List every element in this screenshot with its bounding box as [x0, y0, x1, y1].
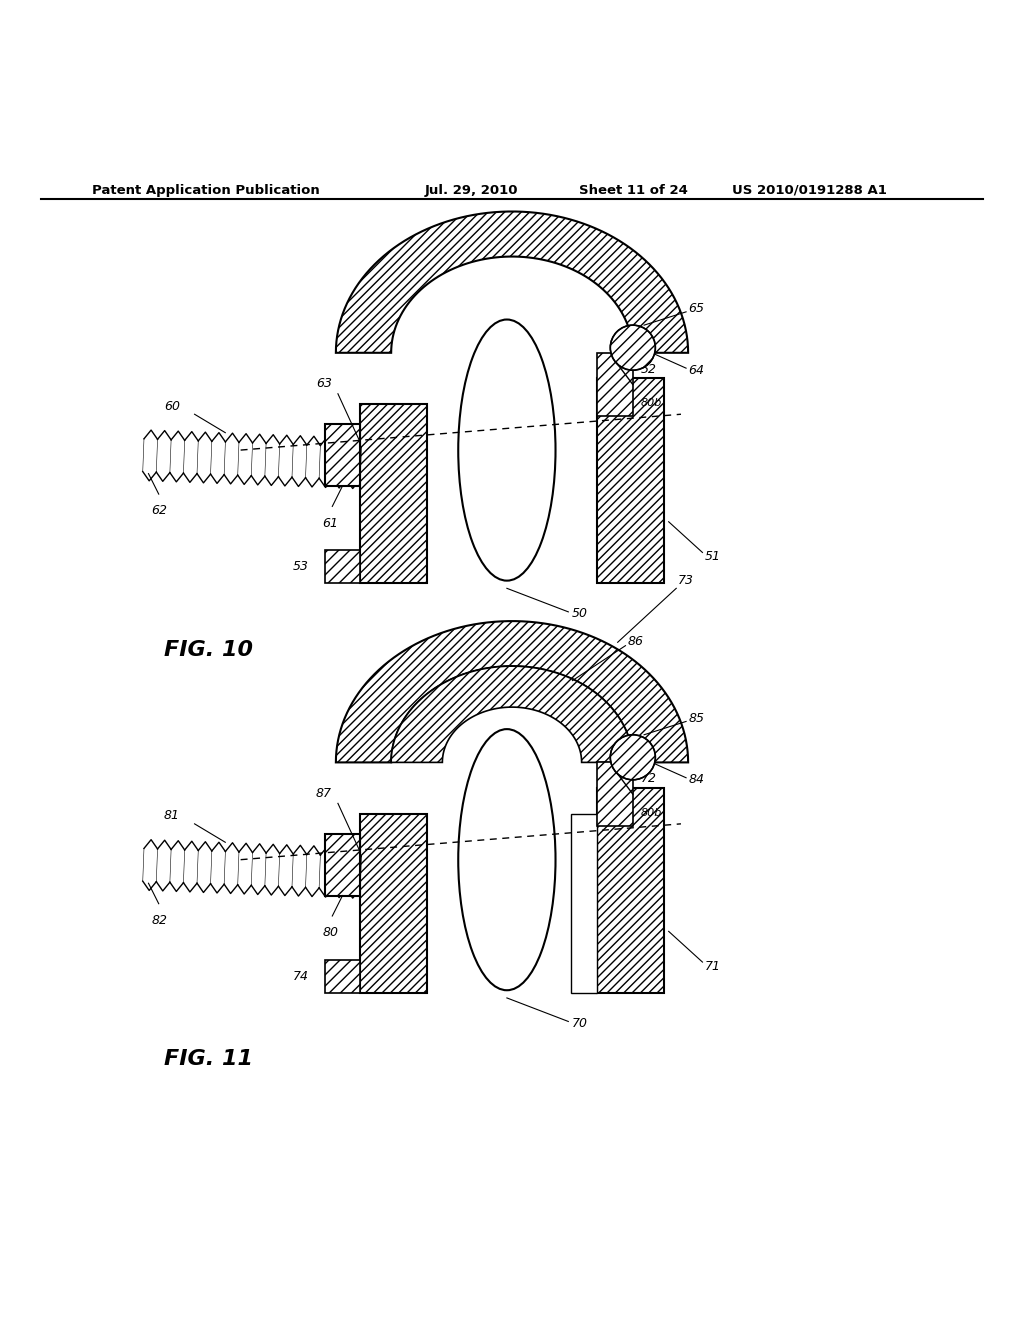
Text: 60: 60 [164, 400, 180, 413]
Text: 74: 74 [293, 970, 309, 983]
Text: US 2010/0191288 A1: US 2010/0191288 A1 [732, 183, 887, 197]
Circle shape [610, 735, 655, 780]
Polygon shape [360, 404, 427, 583]
Text: Jul. 29, 2010: Jul. 29, 2010 [425, 183, 518, 197]
Polygon shape [597, 379, 664, 583]
Polygon shape [360, 813, 427, 993]
Polygon shape [597, 352, 633, 416]
Text: 64: 64 [688, 364, 705, 376]
Text: 65: 65 [688, 302, 705, 315]
Ellipse shape [459, 319, 555, 581]
Polygon shape [336, 211, 688, 352]
Polygon shape [571, 813, 597, 993]
Text: 85: 85 [688, 711, 705, 725]
Text: 80b: 80b [641, 397, 663, 408]
Text: 82: 82 [152, 913, 168, 927]
Text: 71: 71 [705, 960, 721, 973]
Text: 84: 84 [688, 774, 705, 787]
Polygon shape [336, 622, 688, 763]
Polygon shape [391, 667, 633, 763]
Text: 53: 53 [293, 560, 309, 573]
Text: 63: 63 [315, 378, 332, 389]
Text: Patent Application Publication: Patent Application Publication [92, 183, 319, 197]
Circle shape [610, 325, 655, 370]
Text: 72: 72 [641, 772, 657, 785]
Text: 87: 87 [315, 787, 332, 800]
Text: 61: 61 [323, 516, 338, 529]
Text: Sheet 11 of 24: Sheet 11 of 24 [579, 183, 687, 197]
Text: 62: 62 [152, 504, 168, 517]
Text: 70: 70 [571, 1016, 588, 1030]
Text: 80: 80 [323, 927, 338, 940]
Polygon shape [325, 960, 360, 993]
Text: 73: 73 [678, 574, 694, 586]
Text: 86: 86 [628, 635, 643, 648]
Text: FIG. 10: FIG. 10 [164, 639, 253, 660]
Text: 50: 50 [571, 607, 588, 620]
Polygon shape [325, 550, 360, 583]
Text: FIG. 11: FIG. 11 [164, 1049, 253, 1069]
Polygon shape [597, 763, 633, 826]
Text: 52: 52 [641, 363, 657, 376]
Polygon shape [325, 425, 360, 486]
Text: 80b: 80b [641, 808, 663, 817]
Polygon shape [325, 834, 360, 895]
Text: 51: 51 [705, 550, 721, 564]
Ellipse shape [459, 729, 555, 990]
Text: 81: 81 [164, 809, 180, 822]
Polygon shape [597, 788, 664, 993]
